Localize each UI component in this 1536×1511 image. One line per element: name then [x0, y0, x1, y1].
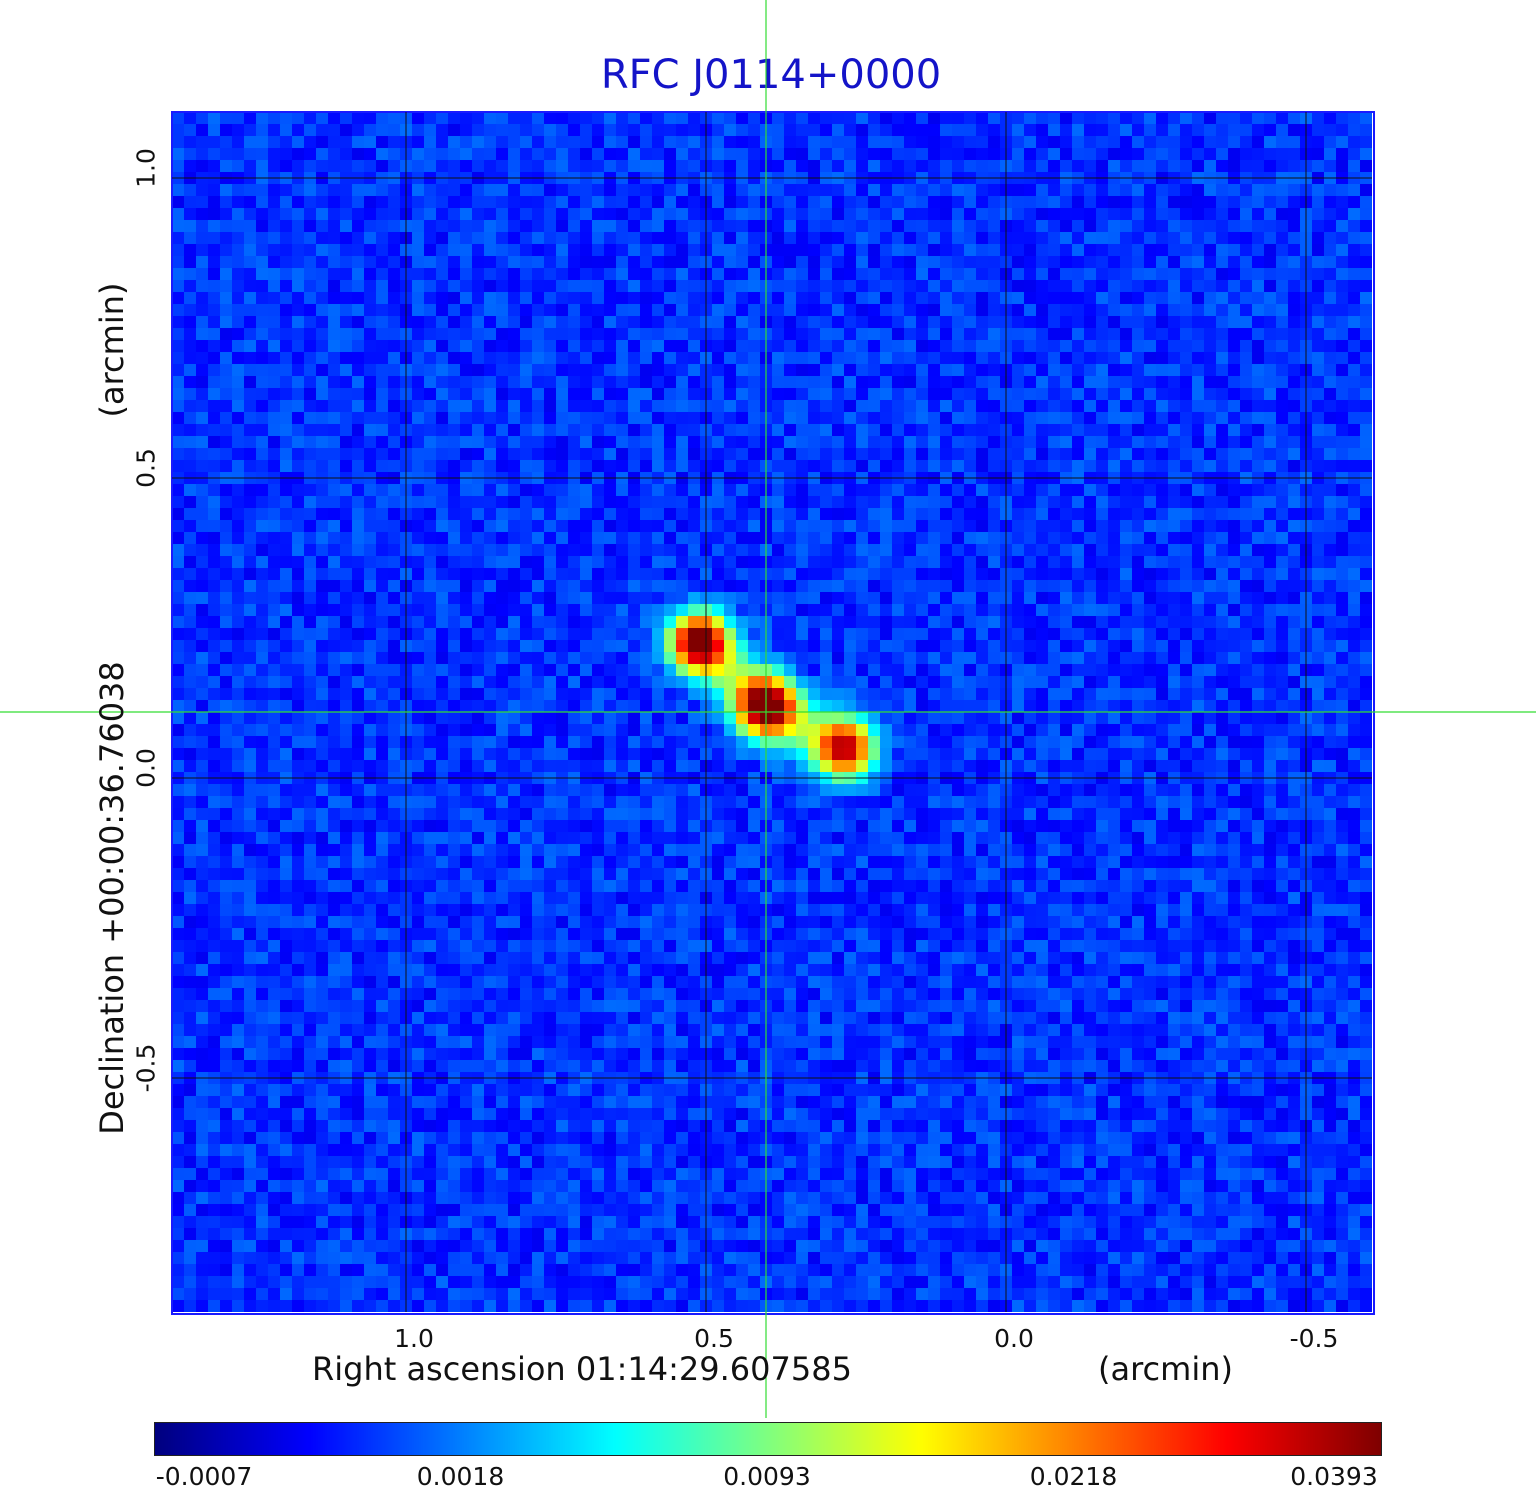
y-tick-label: 1.0 [131, 148, 161, 188]
y-axis-unit: (arcmin) [93, 282, 131, 418]
y-tick-label: 0.5 [131, 448, 161, 488]
colorbar-tick-label: 0.0393 [1290, 1462, 1378, 1491]
x-tick-label: -0.5 [1289, 1324, 1339, 1353]
colorbar [154, 1422, 1382, 1456]
colorbar-tick-label: 0.0018 [416, 1462, 505, 1491]
x-tick-label: 0.0 [994, 1324, 1034, 1353]
x-tick-label: 0.5 [694, 1324, 734, 1353]
chart-title: RFC J0114+0000 [600, 52, 942, 98]
colorbar-tick-label: 0.0093 [723, 1462, 811, 1491]
x-tick-label: 1.0 [394, 1324, 434, 1353]
y-tick-label: 0.0 [131, 748, 161, 788]
colorbar-tick-label: 0.0218 [1029, 1462, 1118, 1491]
x-axis-label: Right ascension 01:14:29.607585 [312, 1350, 852, 1388]
x-axis-unit: (arcmin) [1098, 1350, 1233, 1388]
plot-frame [171, 111, 1375, 1315]
y-tick-label: -0.5 [131, 1043, 161, 1093]
colorbar-tick-label: -0.0007 [155, 1462, 253, 1491]
y-axis-label: Declination +00:00:36.76038 [93, 661, 131, 1135]
